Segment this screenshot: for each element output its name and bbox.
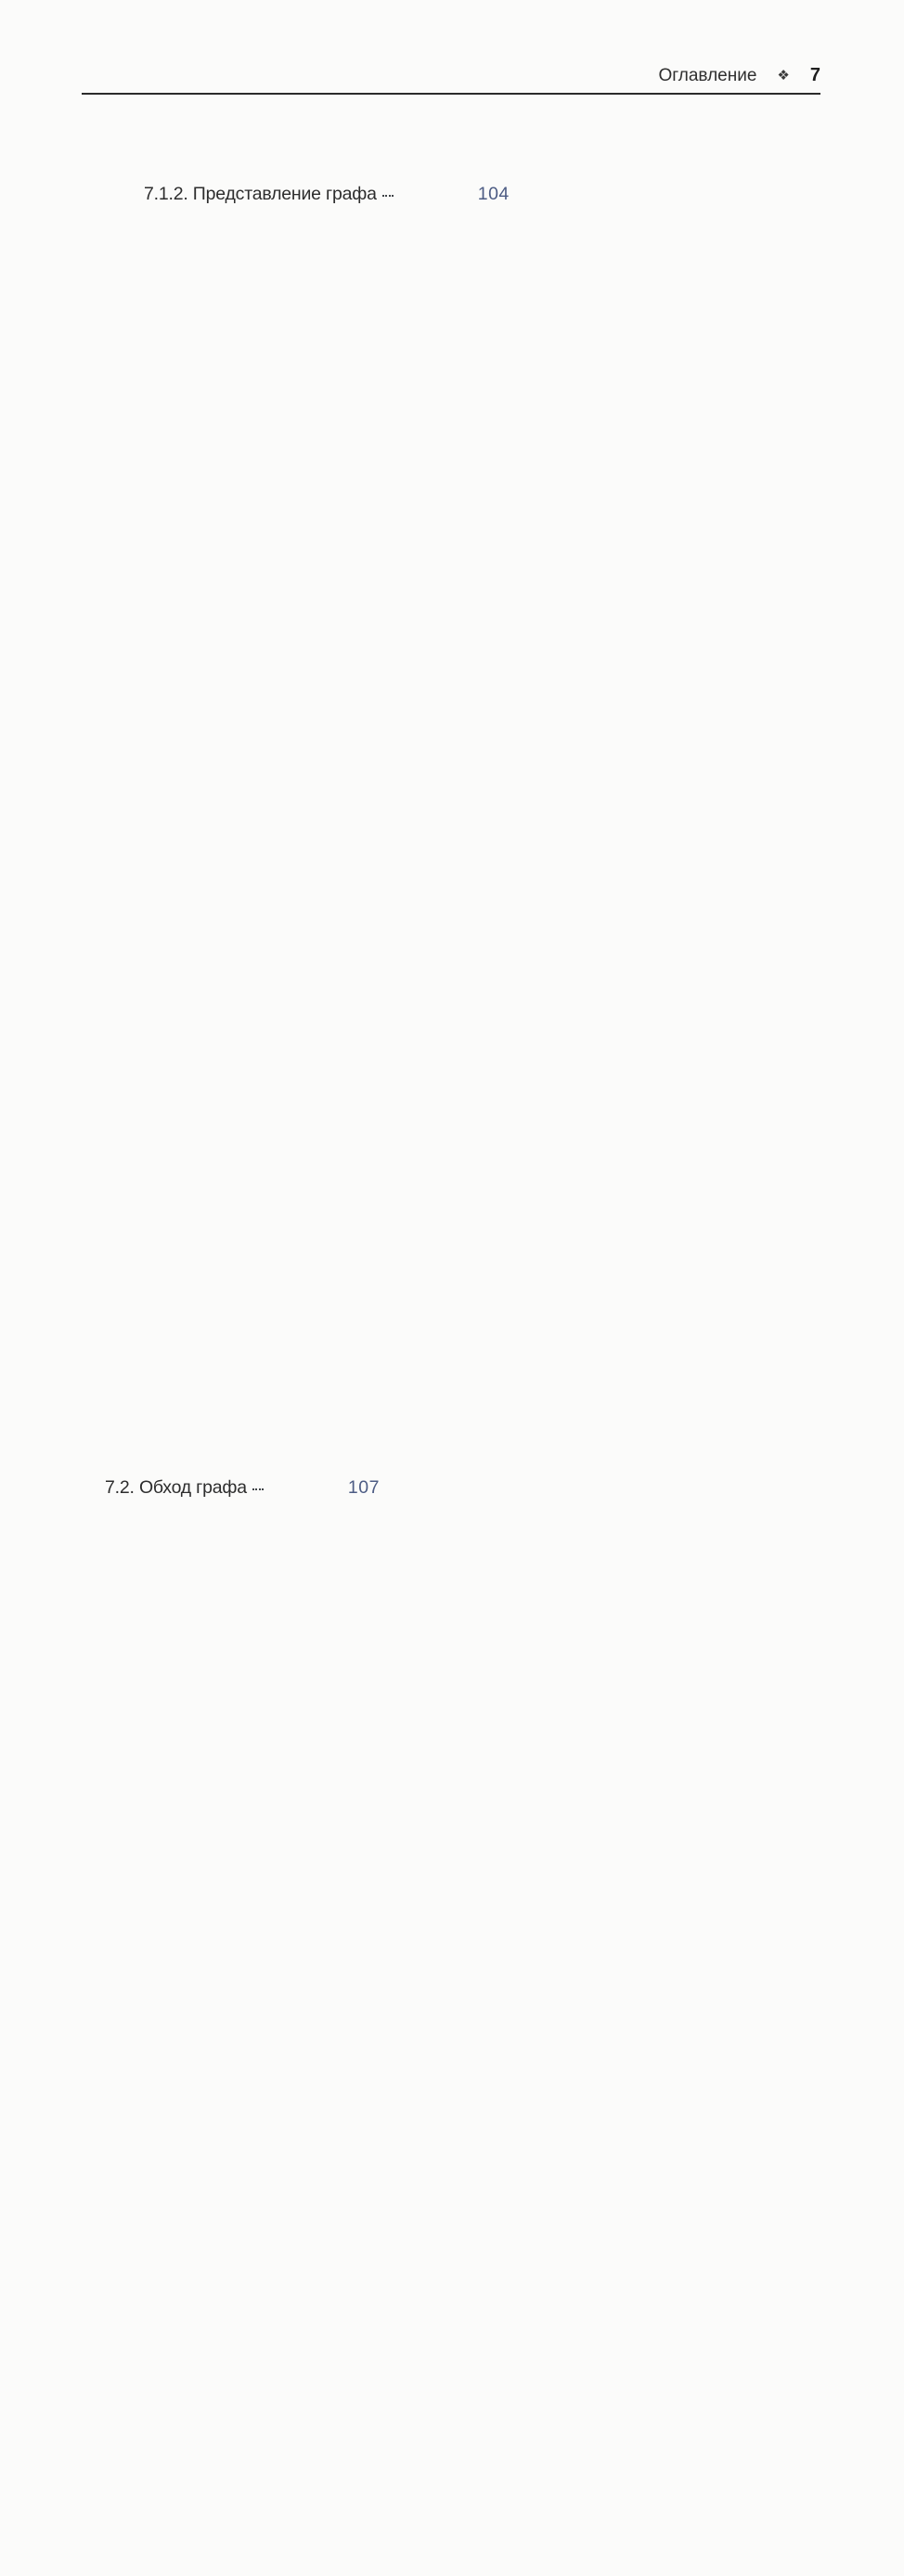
header-rule — [82, 93, 820, 95]
table-of-contents: 7.1.2. Представление графа 104 7.2. Обход … — [82, 117, 820, 2576]
toc-entry: 7.2. Обход графа 107 — [82, 1410, 820, 2576]
running-title: Оглавление — [658, 66, 757, 85]
toc-entry-label: 7.1.2. Представление графа — [144, 184, 377, 204]
diamond-ornament-icon: ❖ — [777, 68, 790, 84]
leader-dots — [381, 195, 394, 197]
page-header: Оглавление ❖ 7 — [82, 65, 820, 93]
toc-entry: 7.1.2. Представление графа 104 — [82, 117, 820, 1405]
toc-entry-label: 7.2. Обход графа — [105, 1477, 247, 1498]
toc-entry-page: 107 — [347, 1477, 380, 1498]
leader-dots — [252, 1488, 264, 1490]
book-page: Оглавление ❖ 7 7.1.2. Представление граф… — [82, 65, 820, 1498]
header-page-number: 7 — [809, 65, 820, 85]
toc-entry-page: 104 — [477, 184, 510, 204]
